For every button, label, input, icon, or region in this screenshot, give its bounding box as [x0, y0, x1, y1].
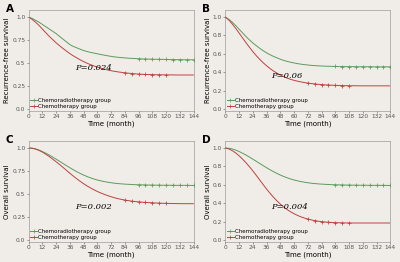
Text: D: D — [202, 135, 211, 145]
Text: B: B — [202, 4, 210, 14]
Legend: Chemoradiotherapy group, Chemotherapy group: Chemoradiotherapy group, Chemotherapy gr… — [226, 98, 308, 110]
Text: P=0.024: P=0.024 — [75, 64, 112, 72]
Y-axis label: Recurrence-free survival: Recurrence-free survival — [4, 18, 10, 103]
X-axis label: Time (month): Time (month) — [87, 251, 135, 258]
Text: P=0.06: P=0.06 — [272, 72, 303, 80]
Text: A: A — [6, 4, 14, 14]
Y-axis label: Overall survival: Overall survival — [4, 164, 10, 219]
X-axis label: Time (month): Time (month) — [284, 120, 332, 127]
Y-axis label: Overall survival: Overall survival — [205, 164, 211, 219]
Y-axis label: Recurrence-free survival: Recurrence-free survival — [205, 18, 211, 103]
X-axis label: Time (month): Time (month) — [284, 251, 332, 258]
Text: P=0.004: P=0.004 — [272, 203, 308, 211]
Text: C: C — [6, 135, 13, 145]
X-axis label: Time (month): Time (month) — [87, 120, 135, 127]
Text: P=0.002: P=0.002 — [75, 203, 112, 211]
Legend: Chemoradiotherapy group, Chemotherapy group: Chemoradiotherapy group, Chemotherapy gr… — [30, 229, 112, 241]
Legend: Chemoradiotherapy group, Chemotherapy group: Chemoradiotherapy group, Chemotherapy gr… — [226, 229, 308, 241]
Legend: Chemoradiotherapy group, Chemotherapy group: Chemoradiotherapy group, Chemotherapy gr… — [30, 98, 112, 110]
